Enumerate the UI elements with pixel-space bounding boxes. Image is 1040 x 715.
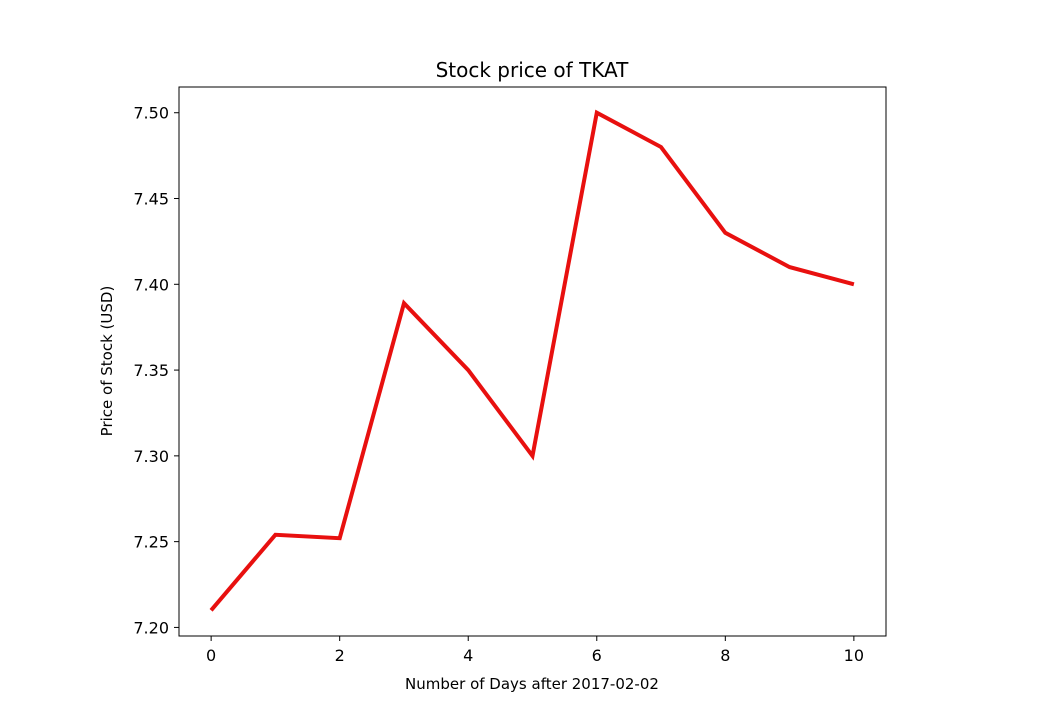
y-tick-label: 7.45 (133, 190, 169, 209)
series-line (209, 109, 855, 612)
x-tick-label: 10 (844, 646, 864, 665)
x-axis-ticks: 0 2 4 6 8 10 (206, 636, 864, 665)
chart-title: Stock price of TKAT (436, 58, 630, 82)
x-axis-label: Number of Days after 2017-02-02 (405, 675, 659, 693)
x-tick-label: 8 (720, 646, 730, 665)
x-tick-label: 2 (335, 646, 345, 665)
y-axis-ticks: 7.20 7.25 7.30 7.35 7.40 7.45 7.50 (133, 104, 179, 637)
y-tick-label: 7.20 (133, 618, 169, 637)
y-tick-label: 7.50 (133, 104, 169, 123)
y-tick-label: 7.35 (133, 361, 169, 380)
series-layer (209, 109, 855, 612)
x-tick-label: 4 (463, 646, 473, 665)
y-axis-label: Price of Stock (USD) (98, 286, 116, 437)
y-tick-label: 7.40 (133, 275, 169, 294)
x-tick-label: 6 (592, 646, 602, 665)
x-tick-label: 0 (206, 646, 216, 665)
y-tick-label: 7.30 (133, 447, 169, 466)
plot-frame (178, 86, 887, 637)
y-tick-label: 7.25 (133, 533, 169, 552)
